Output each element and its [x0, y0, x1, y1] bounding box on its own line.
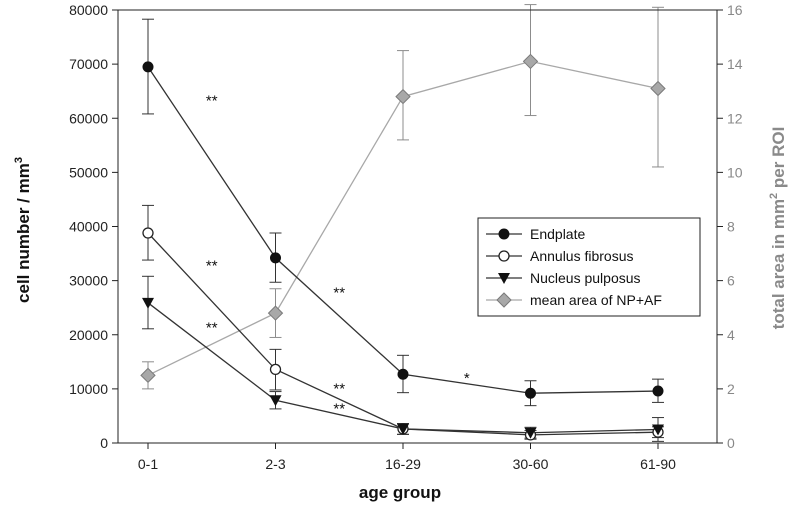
y-tick-label: 0 [100, 435, 108, 451]
legend-label-nucleus-pulposus: Nucleus pulposus [530, 270, 641, 286]
mean-area-of-np-af-point [140, 367, 156, 384]
nucleus-pulposus-point [524, 427, 537, 439]
axes: 0 10000 20000 30000 40000 50000 60000 70000 8000… [69, 2, 743, 472]
significance-annotations: ************* [206, 92, 470, 417]
y-tick-label: 30000 [69, 273, 108, 289]
endplate-point [397, 368, 409, 380]
y-right-tick-label: 16 [727, 2, 743, 18]
annulus-fibrosus-point [142, 227, 154, 239]
endplate-point [652, 385, 664, 397]
y-right-axis-title-part2: per ROI [769, 127, 788, 193]
y-right-tick-label: 2 [727, 381, 735, 397]
data-markers [140, 53, 666, 441]
legend-marker-mean-area-of-np-af [496, 292, 512, 308]
annulus-fibrosus-point [269, 363, 282, 376]
y-tick-label: 40000 [69, 219, 108, 235]
significance-marker: * [464, 370, 470, 387]
x-tick-label: 2-3 [265, 456, 285, 472]
nucleus-pulposus-point [397, 423, 409, 435]
mean-area-of-np-af-point [395, 88, 411, 105]
significance-marker: ** [333, 380, 345, 397]
x-tick-label: 0-1 [138, 456, 158, 472]
mean-area-of-np-af-point [267, 305, 284, 321]
legend-label-endplate: Endplate [530, 226, 585, 242]
y-right-tick-label: 6 [727, 273, 735, 289]
y-tick-label: 70000 [69, 56, 108, 72]
legend: Endplate Annulus fibrosus Nucleus pulposus… [477, 217, 701, 317]
nucleus-pulposus-point [142, 297, 154, 309]
y-right-tick-label: 0 [727, 435, 735, 451]
y-right-axis-title-part1: total area in mm [769, 199, 788, 329]
nucleus-pulposus-point [269, 395, 282, 407]
y-right-axis-title-superscript: 2 [768, 193, 780, 199]
significance-marker: ** [333, 284, 345, 301]
y-tick-label: 50000 [69, 164, 108, 180]
y-axis-title: cell number / mm3 [13, 157, 33, 303]
legend-label-annulus-fibrosus: Annulus fibrosus [530, 248, 634, 264]
x-tick-label: 61-90 [640, 456, 676, 472]
endplate-point [270, 252, 281, 264]
y-right-tick-label: 14 [727, 56, 743, 72]
significance-marker: ** [206, 257, 218, 274]
x-tick-label: 16-29 [385, 456, 421, 472]
y-tick-label: 80000 [69, 2, 108, 18]
y-tick-label: 20000 [69, 327, 108, 343]
y-axis-title-superscript: 3 [13, 157, 25, 163]
legend-marker-annulus-fibrosus [498, 250, 510, 262]
y-tick-label: 60000 [69, 110, 108, 126]
legend-marker-nucleus-pulposus [498, 273, 510, 284]
mean-area-of-np-af-point [522, 53, 539, 70]
significance-marker: ** [206, 320, 218, 337]
significance-marker: ** [206, 92, 218, 109]
x-tick-label: 30-60 [513, 456, 549, 472]
endplate-point [142, 61, 154, 73]
y-tick-label: 10000 [69, 381, 108, 397]
endplate-point [525, 387, 536, 399]
y-right-tick-label: 8 [727, 219, 735, 235]
y-right-tick-label: 12 [727, 110, 743, 126]
legend-marker-endplate [498, 228, 510, 240]
significance-marker: ** [333, 400, 345, 417]
y-right-tick-label: 10 [727, 164, 743, 180]
y-right-axis-title: total area in mm2 per ROI [768, 127, 788, 330]
y-right-tick-label: 4 [727, 327, 735, 343]
nucleus-pulposus-point [652, 424, 664, 436]
legend-label-mean-area-of-np-af: mean area of NP+AF [530, 292, 662, 308]
x-axis-title: age group [359, 483, 441, 502]
y-axis-title-text: cell number / mm [14, 163, 33, 303]
mean-area-of-np-af-point [650, 80, 666, 97]
